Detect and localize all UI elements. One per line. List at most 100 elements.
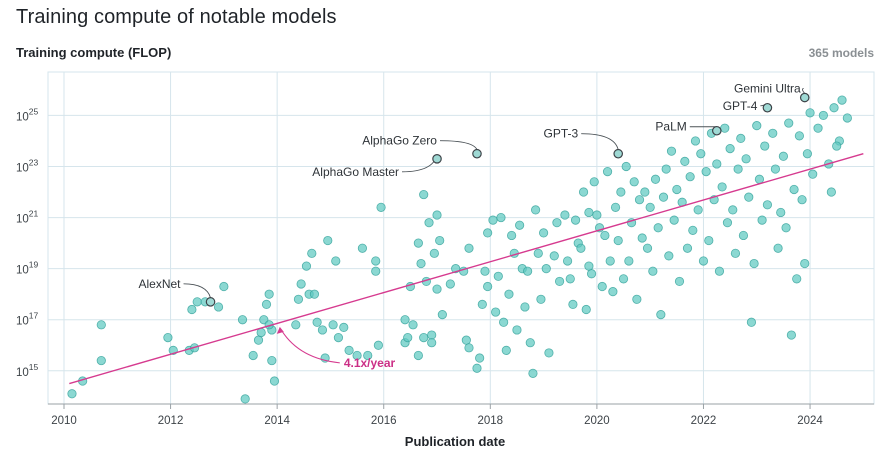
data-point (645, 202, 655, 212)
data-point (642, 243, 653, 253)
data-point (664, 251, 674, 261)
data-point (400, 315, 410, 325)
data-point (696, 149, 706, 159)
points (67, 95, 852, 404)
data-point (802, 149, 812, 159)
annotation-label: GPT-4 (723, 99, 758, 113)
data-point (413, 238, 423, 248)
data-point (680, 156, 690, 166)
annotation-marker (799, 92, 810, 103)
data-point (267, 355, 277, 366)
data-point (621, 161, 631, 172)
data-point (650, 174, 661, 184)
data-point (291, 320, 301, 330)
data-point (328, 320, 338, 330)
x-tick-label: 2016 (371, 415, 397, 427)
data-point (578, 187, 589, 197)
trend-line (69, 153, 864, 385)
data-point (749, 258, 759, 269)
data-point (317, 325, 328, 335)
data-point (331, 256, 341, 266)
data-point (403, 332, 413, 343)
data-point (757, 215, 767, 225)
data-point (464, 343, 474, 353)
data-point (568, 299, 578, 309)
annotation-leader (802, 88, 806, 94)
data-point (427, 330, 437, 340)
data-point (528, 368, 538, 378)
model-count: 365 models (808, 46, 874, 60)
data-point (776, 207, 786, 218)
annotation-label: Gemini Ultra (734, 82, 801, 96)
data-point (669, 215, 679, 225)
data-point (269, 376, 280, 386)
data-point (565, 274, 575, 284)
data-point (744, 192, 754, 202)
y-tick-exponent: 19 (29, 260, 39, 270)
data-point (371, 266, 381, 276)
data-point (640, 187, 650, 197)
data-point (419, 332, 429, 343)
annotation-marker (472, 148, 482, 159)
data-point (408, 320, 418, 330)
data-point (837, 95, 847, 105)
data-point (701, 167, 711, 177)
annotation-marker (711, 125, 722, 136)
annotation-leader (402, 154, 438, 173)
annotation-label: AlexNet (139, 277, 182, 291)
data-point (653, 223, 663, 233)
data-point (674, 276, 685, 287)
annotation-marker (613, 148, 624, 159)
data-point (685, 172, 695, 182)
y-tick-label: 1017 (16, 311, 39, 328)
data-point (624, 256, 634, 266)
y-tick-exponent: 23 (29, 157, 39, 167)
y-tick-exponent: 21 (29, 209, 39, 219)
data-point (416, 258, 426, 269)
data-point (648, 266, 658, 276)
data-point (754, 174, 765, 184)
annotation-marker (205, 297, 216, 307)
data-point (794, 131, 804, 141)
data-point (67, 389, 77, 399)
data-point (525, 338, 535, 348)
data-point (813, 123, 823, 133)
data-point (784, 118, 794, 128)
data-point (432, 284, 442, 294)
data-point (507, 230, 517, 241)
data-point (435, 235, 445, 246)
data-point (445, 279, 455, 289)
data-point (533, 248, 543, 258)
data-point (248, 350, 258, 361)
data-point (773, 243, 783, 253)
data-point (515, 220, 525, 230)
data-point (800, 258, 810, 269)
data-point (475, 353, 485, 363)
data-point (293, 294, 304, 304)
data-point (730, 248, 741, 258)
data-point (538, 228, 549, 238)
data-point (682, 243, 693, 253)
data-point (613, 235, 623, 246)
data-point (610, 202, 621, 212)
data-point (352, 350, 362, 361)
data-point (96, 355, 106, 366)
data-point (427, 338, 437, 348)
data-point (842, 113, 852, 123)
data-point (792, 274, 802, 284)
x-tick-label: 2024 (797, 415, 823, 427)
x-tick-label: 2014 (264, 415, 290, 427)
data-point (570, 215, 581, 225)
trend: 4.1x/year (69, 153, 864, 385)
data-point (357, 243, 368, 253)
data-point (554, 276, 565, 287)
data-point (698, 256, 709, 266)
y-tick-label: 1019 (16, 260, 39, 277)
trend-callout-arrow (276, 326, 284, 334)
data-point (192, 297, 202, 307)
data-point (808, 169, 818, 179)
data-point (432, 210, 442, 220)
data-point (733, 164, 743, 174)
data-point (597, 281, 607, 292)
